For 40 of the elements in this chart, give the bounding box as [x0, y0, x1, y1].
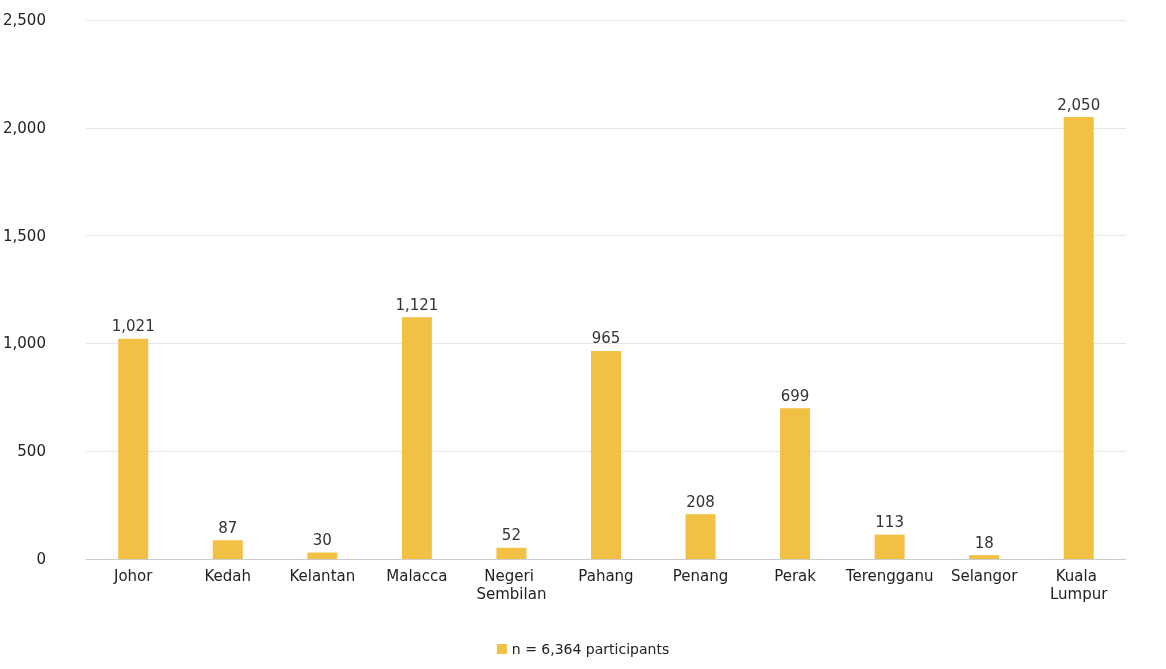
x-tick-label: Kuala Lumpur: [1050, 567, 1109, 603]
y-tick-label: 500: [17, 442, 46, 461]
x-tick-label: Penang: [672, 567, 729, 585]
legend-label: n = 6,364 participants: [511, 641, 670, 657]
x-tick-label: Johor: [112, 567, 154, 585]
bar: [118, 338, 149, 559]
y-tick-label: 2,500: [2, 11, 46, 29]
x-tick-label: Pahang: [578, 567, 634, 585]
bar: [685, 514, 716, 559]
bar: [496, 547, 527, 559]
data-label: 208: [686, 492, 715, 511]
bar: [969, 555, 1000, 559]
x-tick-label: Malacca: [386, 567, 448, 585]
data-label: 699: [780, 386, 810, 405]
x-tick-label: Perak: [774, 567, 817, 585]
bar: [307, 552, 338, 559]
data-label: 113: [875, 513, 904, 532]
data-label: 87: [218, 518, 238, 537]
x-tick-label: Terengganu: [844, 567, 934, 585]
data-label: 965: [591, 329, 621, 348]
y-tick-label: 1,500: [2, 226, 46, 245]
data-label: 2,050: [1057, 95, 1101, 114]
data-label: 1,121: [395, 295, 439, 314]
y-tick-label: 1,000: [2, 334, 46, 353]
bar: [590, 350, 621, 559]
y-tick-label: 2,000: [2, 118, 46, 137]
bar: [1063, 117, 1094, 559]
data-label: 18: [974, 533, 994, 552]
bar: [401, 317, 432, 559]
bar: [212, 540, 243, 559]
x-tick-label: Kedah: [204, 567, 252, 585]
bar: [780, 408, 811, 559]
x-tick-label: Selangor: [950, 567, 1019, 585]
data-label: 30: [312, 531, 332, 550]
data-label: 52: [501, 526, 521, 545]
x-tick-label: Negeri Sembilan: [476, 567, 547, 603]
x-tick-label: Kelantan: [289, 567, 356, 585]
y-tick-label: 0: [36, 550, 46, 568]
data-label: 1,021: [111, 317, 155, 336]
bar: [874, 534, 905, 559]
